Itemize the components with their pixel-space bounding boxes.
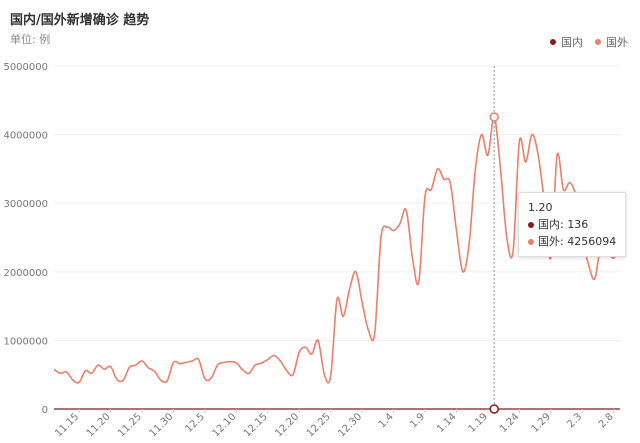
highlight-point: [489, 112, 499, 122]
x-tick-label: 1.24: [498, 411, 522, 435]
x-tick-label: 11.15: [53, 411, 81, 439]
y-axis-ticks: 0 1000000 2000000 3000000 4000000 5000000: [3, 62, 48, 416]
tooltip-row-foreign: 国外: 4256094: [528, 233, 616, 250]
tooltip-row-domestic: 国内: 136: [528, 216, 616, 233]
y-tick-label: 0: [42, 405, 48, 416]
tooltip-date: 1.20: [528, 201, 553, 214]
x-tick-label: 12.25: [305, 411, 333, 439]
legend: 国内 国外: [550, 34, 628, 50]
x-tick-label: 12.10: [210, 411, 238, 439]
x-tick-label: 2.8: [597, 411, 616, 430]
x-tick-label: 12.5: [184, 411, 208, 435]
series-line: [53, 116, 621, 384]
x-tick-label: 12.30: [336, 411, 364, 439]
y-tick-label: 2000000: [3, 268, 48, 279]
y-tick-label: 1000000: [3, 336, 48, 347]
legend-label: 国内: [561, 36, 583, 49]
x-axis: 11.15 11.20 11.25 11.30 12.5 12.10 12.15 12.20 1…: [53, 408, 620, 439]
y-tick-label: 4000000: [3, 131, 48, 142]
x-tick-label: 1.19: [467, 411, 491, 435]
legend-label: 国外: [606, 36, 628, 49]
tooltip-value: 国内: 136: [538, 218, 589, 231]
x-tick-label: 12.15: [242, 411, 270, 439]
legend-item-foreign[interactable]: 国外: [595, 34, 628, 50]
x-tick-label: 12.20: [273, 411, 301, 439]
highlight-point: [489, 404, 499, 414]
x-tick-label: 1.14: [435, 411, 459, 435]
tooltip: 1.20 国内: 136 国外: 4256094: [518, 192, 627, 257]
chart-title: 国内/国外新增确诊 趋势: [10, 13, 150, 28]
legend-dot-icon: [595, 39, 601, 45]
unit-label: 单位: 例: [10, 33, 51, 46]
highlight-markers: [489, 112, 499, 414]
y-tick-label: 5000000: [3, 62, 48, 73]
x-tick-label: 1.9: [408, 411, 427, 430]
x-tick-label: 2.3: [565, 411, 584, 430]
y-tick-label: 3000000: [3, 199, 48, 210]
x-tick-label: 1.29: [529, 411, 553, 435]
series-dot-icon: [528, 221, 534, 228]
tooltip-value: 国外: 4256094: [538, 235, 617, 248]
x-tick-label: 11.25: [116, 411, 144, 439]
series-lines: [53, 116, 621, 410]
x-tick-label: 1.4: [377, 411, 396, 430]
x-tick-label: 11.30: [148, 411, 176, 439]
x-tick-label: 11.20: [85, 411, 113, 439]
legend-dot-icon: [550, 39, 556, 45]
legend-item-domestic[interactable]: 国内: [550, 34, 583, 50]
series-dot-icon: [528, 238, 534, 245]
